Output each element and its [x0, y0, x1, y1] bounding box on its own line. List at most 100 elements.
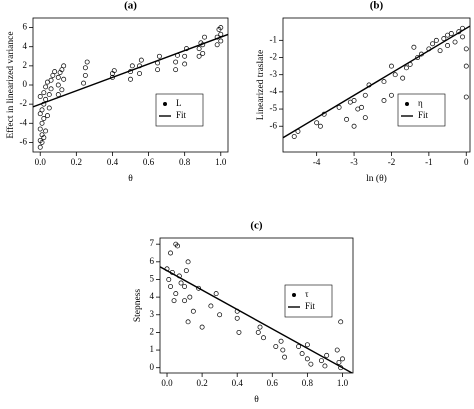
y-tick-label: 0	[23, 79, 28, 89]
scatter-point	[43, 128, 49, 134]
scatter-point	[50, 72, 56, 78]
scatter-point	[314, 120, 320, 126]
scatter-point	[448, 31, 454, 36]
scatter-point	[46, 105, 52, 111]
y-axis-label: Effect in linearized variance	[5, 31, 16, 138]
scatter-point	[452, 39, 458, 45]
scatter-point	[463, 63, 469, 69]
scatter-point	[39, 107, 45, 113]
x-axis-label: θ	[128, 174, 133, 184]
scatter-point	[218, 25, 224, 31]
scatter-point	[430, 41, 436, 47]
scatter-point	[55, 74, 61, 80]
fit-line	[283, 25, 470, 139]
scatter-point	[43, 84, 49, 90]
scatter-point	[138, 57, 144, 63]
scatter-point	[84, 59, 90, 65]
y-tick-label: 4	[150, 291, 155, 301]
scatter-point	[48, 77, 54, 83]
x-tick-label: 0.0	[161, 378, 173, 388]
scatter-point	[196, 285, 202, 291]
y-tick-label: -3	[270, 69, 278, 79]
scatter-point	[199, 324, 205, 330]
scatter-point	[41, 135, 47, 141]
scatter-point	[389, 63, 394, 69]
scatter-point	[433, 37, 439, 43]
panel: (a) θ Effect in linearized variance 0.0 0.2 0…	[5, 0, 229, 184]
scatter-point	[55, 82, 61, 88]
y-tick-label: 5	[150, 274, 155, 284]
scatter-point	[304, 356, 310, 362]
y-tick-label: 0	[150, 362, 155, 372]
scatter-point	[261, 335, 266, 341]
scatter-point	[214, 42, 220, 48]
scatter-point	[173, 59, 179, 65]
x-tick-label: 0.8	[179, 157, 191, 167]
y-tick-label: 2	[150, 326, 155, 336]
scatter-point	[82, 72, 88, 78]
scatter-point	[173, 291, 179, 297]
scatter-point	[282, 354, 288, 360]
legend-symbol	[405, 102, 409, 106]
panel: (b) ln (θ) Linearized traslate -4 -3 -2 -1 0 -6 -…	[256, 0, 471, 184]
x-tick-label: -1	[425, 157, 433, 167]
scatter-point	[278, 338, 284, 344]
scatter-point	[37, 144, 43, 150]
scatter-point	[182, 53, 188, 59]
fit-line	[160, 266, 353, 373]
scatter-point	[37, 126, 43, 132]
scatter-point	[190, 308, 196, 314]
scatter-point	[185, 319, 191, 325]
scatter-point	[336, 359, 342, 365]
x-tick-label: -4	[313, 157, 321, 167]
scatter-point	[460, 34, 465, 40]
legend-label: Fit	[418, 110, 429, 120]
scatter-point	[336, 104, 342, 110]
scatter-point	[37, 94, 43, 99]
y-tick-label: -5	[270, 103, 278, 113]
scatter-point	[392, 72, 398, 78]
scatter-point	[41, 90, 47, 96]
scatter-point	[173, 67, 179, 73]
legend: τ Fit	[284, 284, 333, 318]
scatter-point	[185, 259, 191, 265]
scatter-point	[463, 94, 469, 100]
legend-symbol	[163, 102, 167, 106]
legend-box	[284, 284, 333, 318]
scatter-point	[59, 87, 65, 93]
panel-title: (b)	[370, 0, 384, 12]
scatter-point	[381, 98, 387, 103]
y-tick-label: -1	[270, 34, 278, 44]
scatter-point	[187, 294, 193, 300]
legend-label: τ	[305, 289, 309, 299]
scatter-point	[175, 243, 180, 249]
scatter-point	[39, 120, 45, 126]
legend-label: L	[176, 98, 182, 108]
scatter-point	[236, 329, 242, 335]
plot-frame	[159, 237, 354, 374]
scatter-point	[255, 329, 261, 335]
scatter-point	[196, 53, 202, 59]
scatter-point	[52, 69, 58, 75]
scatter-point	[344, 116, 350, 122]
panel: (c) θ Stepness 0.0 0.2 0.4 0.6 0.8 1.0 0 1 2 3 4 5 6 7 τF…	[133, 220, 354, 405]
scatter-point	[200, 50, 206, 56]
scatter-point	[340, 356, 345, 362]
scatter-point	[59, 67, 65, 73]
scatter-point	[109, 74, 115, 80]
plot-frame	[282, 17, 471, 153]
legend-box	[397, 93, 446, 127]
scatter-point	[351, 98, 357, 103]
scatter-point	[351, 123, 357, 129]
y-tick-label: 4	[23, 41, 28, 51]
scatter-point	[273, 344, 279, 349]
x-tick-label: 0.0	[35, 157, 47, 167]
y-tick-label: -6	[270, 120, 278, 130]
scatter-point	[168, 250, 173, 256]
scatter-point	[202, 34, 207, 40]
panel-title: (c)	[250, 220, 263, 232]
scatter-point	[213, 291, 219, 297]
x-tick-label: 1.0	[337, 378, 349, 388]
x-tick-label: 0.6	[267, 378, 279, 388]
